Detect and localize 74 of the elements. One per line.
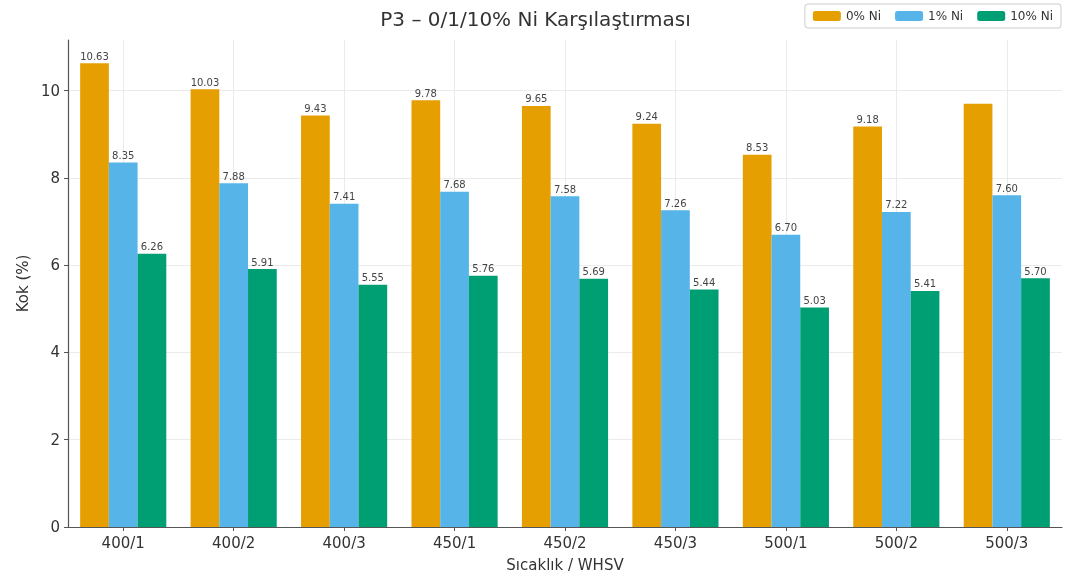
data-label: 7.26: [664, 197, 687, 209]
data-label: 9.43: [304, 102, 327, 114]
data-label: 5.70: [1024, 265, 1047, 277]
y-tick-label: 2: [50, 430, 60, 449]
legend-label: 1% Ni: [928, 9, 964, 23]
chart-title: P3 – 0/1/10% Ni Karşılaştırması: [380, 7, 691, 31]
x-tick-label: 400/3: [322, 533, 366, 552]
y-tick-label: 6: [50, 256, 60, 275]
data-label: 7.58: [553, 183, 577, 195]
bar: [411, 100, 441, 527]
data-label: 5.91: [251, 256, 274, 268]
bar: [632, 123, 662, 527]
bar: [137, 253, 167, 527]
x-tick-label: 400/2: [212, 533, 256, 552]
bar: [853, 126, 882, 527]
bar: [248, 269, 277, 527]
x-tick-label: 400/1: [101, 533, 145, 552]
bar: [661, 210, 690, 527]
legend-label: 0% Ni: [845, 9, 882, 23]
data-label: 9.24: [635, 111, 658, 123]
bar: [800, 307, 829, 527]
bar: [108, 162, 138, 527]
y-tick-label: 4: [50, 343, 60, 362]
bar: [440, 191, 469, 527]
x-tick-label: 500/2: [874, 533, 918, 552]
data-label: 10.03: [190, 76, 220, 88]
bar: [468, 275, 498, 527]
x-tick-label: 450/2: [543, 533, 587, 552]
x-tick-label: 500/3: [985, 533, 1029, 552]
x-tick-label: 450/3: [653, 533, 698, 552]
data-label: 7.88: [222, 170, 245, 182]
data-label: 6.26: [140, 241, 164, 253]
data-label: 10.63: [80, 50, 109, 62]
data-label: 5.55: [361, 272, 384, 284]
data-label: 7.68: [443, 179, 466, 191]
data-label: 6.70: [774, 222, 798, 234]
x-axis-title: Sıcaklık / WHSV: [506, 555, 625, 574]
bar: [301, 115, 330, 527]
bar: [329, 203, 359, 527]
bar: [521, 105, 551, 527]
bar: [689, 289, 719, 527]
bar: [80, 63, 109, 527]
y-tick-label: 8: [50, 168, 60, 187]
data-label: 8.35: [112, 150, 135, 162]
bar: [190, 89, 220, 527]
bar: [742, 154, 772, 527]
y-tick-label: 0: [50, 518, 60, 536]
bar: [992, 195, 1022, 527]
bar: [881, 211, 911, 527]
data-label: 5.41: [913, 278, 937, 290]
data-label: 7.60: [995, 182, 1018, 194]
y-axis-title: Kok (%): [13, 254, 32, 313]
bar: [219, 183, 249, 527]
bar: [358, 284, 388, 527]
bar: [550, 196, 580, 527]
bar: [1021, 278, 1050, 527]
x-tick-label: 450/1: [432, 533, 477, 552]
data-label: 9.65: [525, 93, 548, 105]
bar: [963, 103, 993, 527]
data-label: 7.22: [885, 199, 908, 211]
data-label: 5.44: [693, 277, 716, 289]
data-label: 9.78: [414, 87, 437, 99]
legend-label: 10% Ni: [1010, 9, 1053, 23]
data-label: 5.76: [472, 263, 495, 275]
data-label: 5.69: [582, 266, 605, 278]
y-tick-label: 10: [40, 81, 60, 100]
bar: [579, 278, 609, 527]
bar: [910, 290, 940, 527]
data-label: 7.41: [332, 191, 356, 203]
data-label: 5.03: [803, 295, 826, 306]
data-label: 9.18: [856, 113, 879, 125]
bar: [771, 234, 801, 527]
data-label: 8.53: [746, 142, 769, 154]
x-tick-label: 500/1: [764, 533, 808, 552]
